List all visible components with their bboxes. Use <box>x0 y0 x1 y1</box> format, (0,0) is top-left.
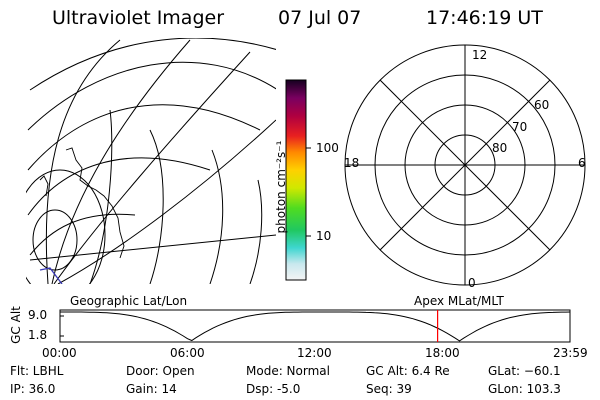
lat-label-70: 70 <box>512 120 528 134</box>
orbit-timeline <box>59 309 571 343</box>
mode-info: Mode: Normal <box>246 364 330 378</box>
filter-info: Flt: LBHL <box>10 364 64 378</box>
timeline-right-title: Apex MLat/MLT <box>414 294 504 308</box>
timeline-ytick-1.8: 1.8 <box>28 328 48 342</box>
mlt-label-6: 6 <box>578 156 586 170</box>
map-frame <box>26 38 276 284</box>
seq-info: Seq: 39 <box>366 382 412 396</box>
instrument-title: Ultraviolet Imager <box>52 7 225 29</box>
colorbar <box>285 79 307 281</box>
polar-plot <box>344 44 586 286</box>
gc-alt-info: GC Alt: 6.4 Re <box>366 364 450 378</box>
mlt-label-0: 0 <box>468 276 476 290</box>
timeline-axis-label: GC Alt <box>9 306 23 344</box>
lat-label-60: 60 <box>534 98 550 112</box>
geographic-map <box>26 38 276 284</box>
door-info: Door: Open <box>126 364 195 378</box>
timeline-ytick-9: 9.0 <box>28 308 48 322</box>
timeline-xtick-1200: 12:00 <box>297 346 332 360</box>
timeline-xtick-0000: 00:00 <box>42 346 77 360</box>
colorbar-unit-label: photon cm⁻²s⁻¹ <box>274 140 288 234</box>
timeline-xtick-2359: 23:59 <box>553 346 588 360</box>
lat-label-80: 80 <box>492 141 508 155</box>
glon-info: GLon: 103.3 <box>488 382 561 396</box>
timeline-xtick-1800: 18:00 <box>425 346 460 360</box>
ip-info: IP: 36.0 <box>10 382 56 396</box>
gain-info: Gain: 14 <box>126 382 177 396</box>
timeline-xtick-0600: 06:00 <box>170 346 205 360</box>
colorbar-tick-10: 10 <box>316 229 332 243</box>
colorbar-tick-100: 100 <box>316 141 339 155</box>
mlt-label-18: 18 <box>344 156 360 170</box>
mlt-label-12: 12 <box>472 48 488 62</box>
dsp-info: Dsp: -5.0 <box>246 382 301 396</box>
glat-info: GLat: −60.1 <box>488 364 561 378</box>
time-label: 17:46:19 UT <box>426 7 543 29</box>
date-label: 07 Jul 07 <box>278 7 362 29</box>
timeline-left-title: Geographic Lat/Lon <box>70 294 188 308</box>
